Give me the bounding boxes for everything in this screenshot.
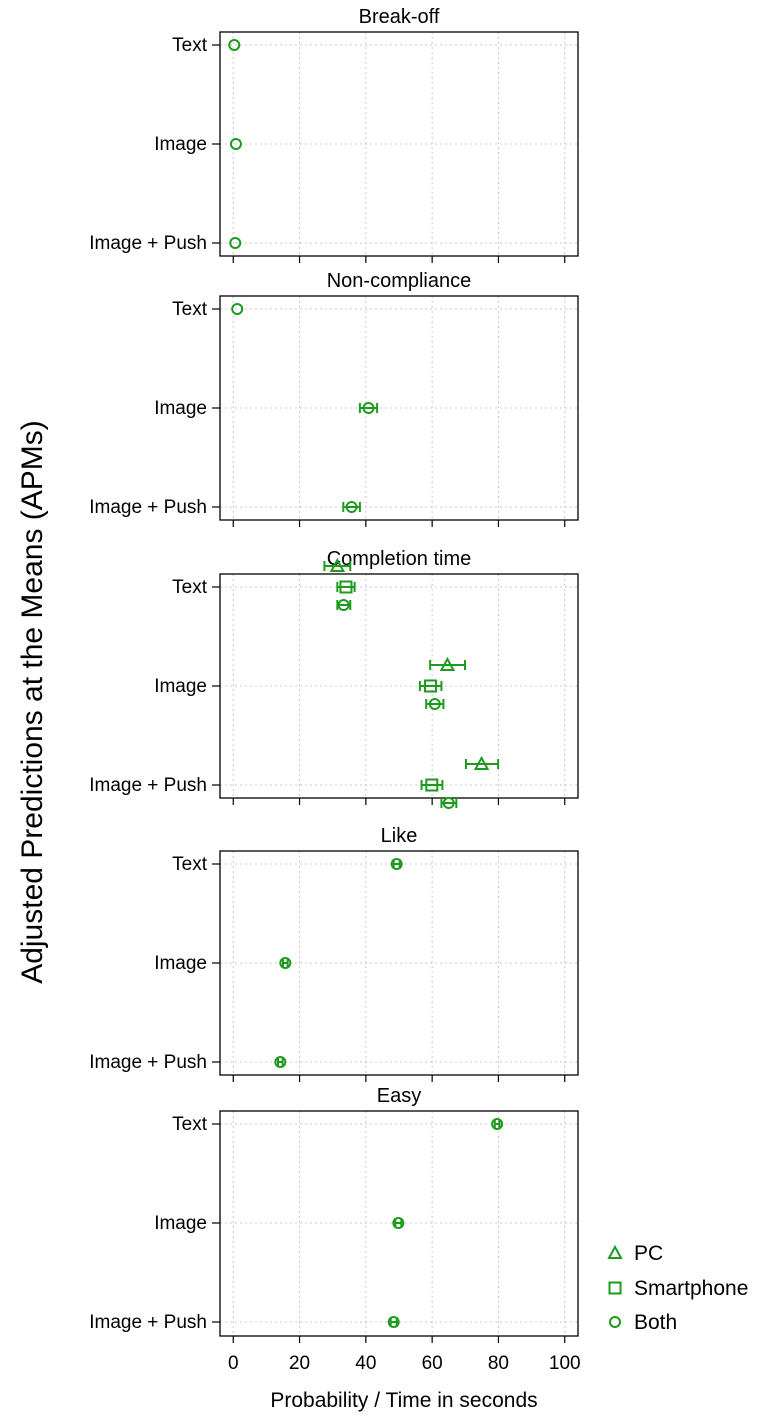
circle-marker [442,797,455,809]
x-tick-label: 0 [228,1353,239,1374]
circle-marker [428,698,441,710]
x-axis-ticks: 0 20 40 60 80 100 [228,1353,581,1374]
x-tick-label: 80 [488,1353,509,1374]
legend-item-smartphone: Smartphone [608,1277,748,1300]
category-label: Image [154,953,207,974]
category-label: Image [154,134,207,155]
data-point-both [274,1056,287,1068]
data-point-both [392,1217,405,1229]
circle-marker [362,402,375,414]
x-tick-label: 60 [422,1353,443,1374]
data-point-both [279,957,292,969]
data-point-both [358,402,379,414]
circle-marker [229,237,242,249]
data-point-both [387,1316,400,1328]
category-label: Image + Push [89,233,207,254]
panel-title: Completion time [327,548,472,570]
circle-marker [274,1056,287,1068]
square-marker [425,778,439,792]
category-label: Image + Push [89,775,207,796]
circle-marker [387,1316,400,1328]
square-marker [339,580,353,594]
circle-marker [345,501,358,513]
category-label: Image + Push [89,1312,207,1333]
x-tick-label: 20 [289,1353,310,1374]
legend-item-pc: PC [607,1242,663,1265]
panel-title: Easy [377,1085,421,1107]
data-point-pc [464,755,500,770]
panel-completion-time: Completion time Text Image Image + Push [89,548,579,809]
data-point-both [229,138,242,150]
x-tick-label: 40 [355,1353,376,1374]
panel-title: Like [381,825,418,847]
category-label: Text [172,854,208,875]
circle-marker [609,1316,621,1328]
panel-frame [219,573,579,799]
panel-frame [219,850,579,1076]
category-label: Text [172,35,208,56]
circle-marker [228,39,241,51]
triangle-marker [439,656,456,671]
x-tick-label: 100 [549,1353,581,1374]
panel-frame [219,295,579,521]
data-point-smartphone [420,778,444,792]
category-label: Image [154,676,207,697]
data-point-both [440,797,458,809]
category-label: Text [172,299,208,320]
circle-marker [337,599,350,611]
category-label: Text [172,577,208,598]
category-label: Image + Push [89,1052,207,1073]
data-point-pc [323,557,352,572]
data-point-smartphone [336,580,356,594]
square-marker [423,679,437,693]
legend-label: Smartphone [634,1277,748,1300]
data-point-both [425,698,445,710]
data-point-both [491,1118,504,1130]
data-point-both [231,303,244,315]
triangle-marker [607,1244,623,1259]
panel-title: Non-compliance [327,270,472,292]
circle-marker [229,138,242,150]
data-point-smartphone [418,679,443,693]
category-label: Image [154,398,207,419]
square-marker [608,1281,622,1295]
circle-marker [392,1217,405,1229]
legend-label: PC [634,1242,663,1265]
panel-non-compliance: Non-compliance Text Image Image + Push [89,270,579,527]
data-point-both [228,39,241,51]
data-point-both [336,599,352,611]
y-axis-title: Adjusted Predictions at the Means (APMs) [16,420,49,984]
data-point-both [390,858,403,870]
triangle-marker [473,755,490,770]
legend: PC Smartphone Both [607,1242,748,1334]
panel-break-off: Break-off Text Image Image + Push [89,6,579,263]
circle-marker [231,303,244,315]
panel-easy: Easy Text Image Image + Push [89,1085,579,1343]
circle-marker [279,957,292,969]
data-point-pc [429,656,466,671]
x-axis-title: Probability / Time in seconds [270,1389,537,1412]
data-point-both [229,237,242,249]
data-point-both [342,501,361,513]
legend-item-both: Both [609,1311,677,1334]
category-label: Text [172,1114,208,1135]
circle-marker [491,1118,504,1130]
circle-marker [390,858,403,870]
category-label: Image [154,1213,207,1234]
triangle-marker [329,557,346,572]
category-label: Image + Push [89,497,207,518]
panel-frame [219,31,579,257]
panel-title: Break-off [359,6,440,28]
panel-like: Like Text Image Image + Push [89,825,579,1082]
legend-label: Both [634,1311,677,1334]
